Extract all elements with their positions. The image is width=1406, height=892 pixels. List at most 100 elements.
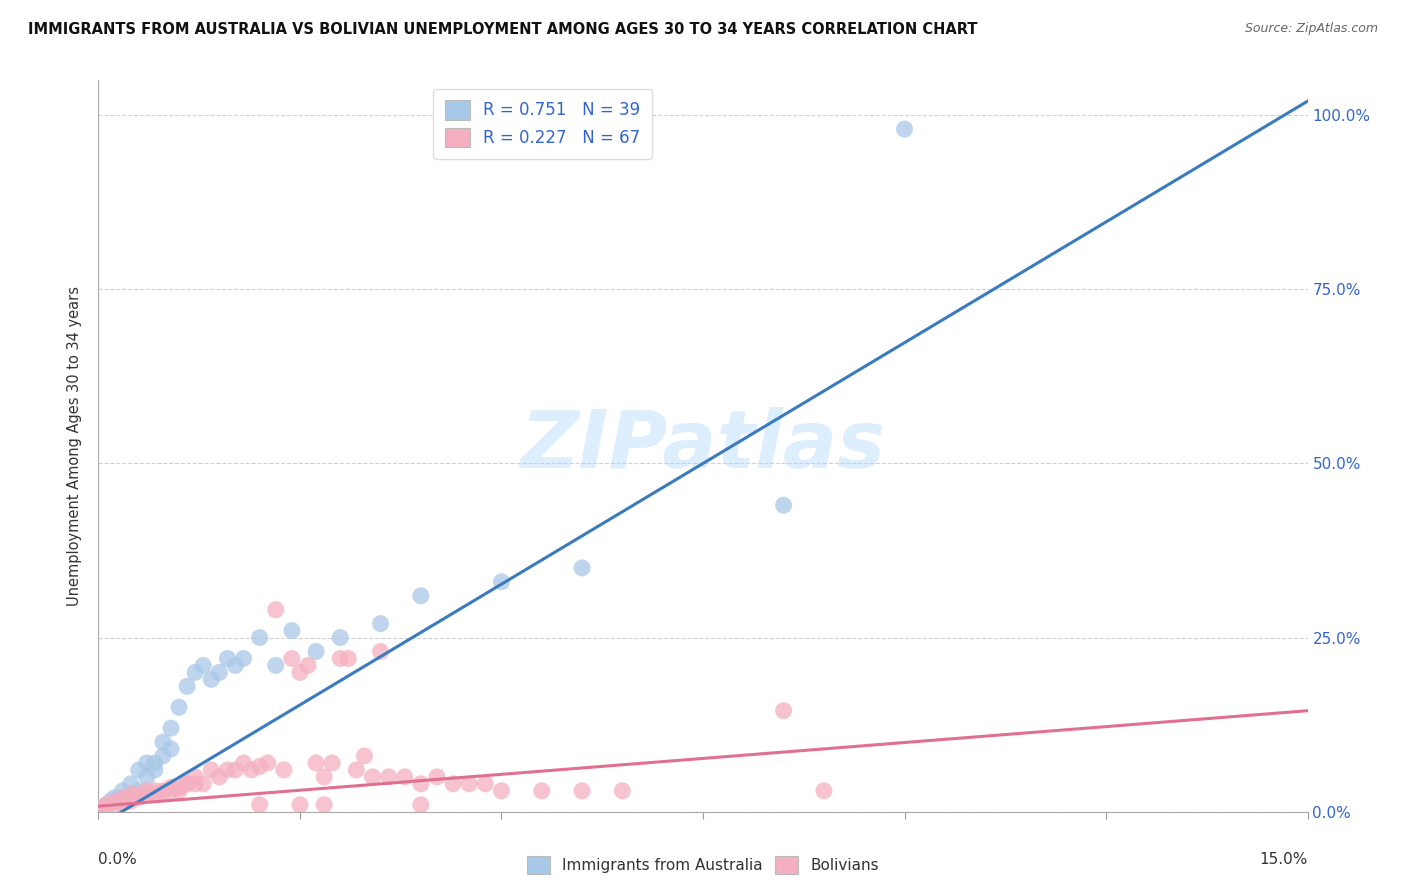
Legend: Immigrants from Australia, Bolivians: Immigrants from Australia, Bolivians <box>522 850 884 880</box>
Point <box>143 756 166 770</box>
Point <box>120 787 142 801</box>
Point <box>128 790 150 805</box>
Point <box>370 644 392 658</box>
Point <box>813 784 835 798</box>
Point <box>96 799 118 814</box>
Point <box>103 790 125 805</box>
Point <box>249 759 271 773</box>
Point <box>160 721 183 735</box>
Point <box>273 763 295 777</box>
Point <box>256 756 278 770</box>
Point <box>329 631 352 645</box>
Point <box>458 777 481 791</box>
Point <box>409 797 432 812</box>
Point <box>103 794 125 808</box>
Point <box>96 797 118 812</box>
Point <box>571 561 593 575</box>
Point <box>103 797 125 812</box>
Point <box>474 777 496 791</box>
Point <box>208 770 231 784</box>
Point <box>152 784 174 798</box>
Point <box>249 631 271 645</box>
Point <box>100 794 122 808</box>
Point <box>193 777 215 791</box>
Point <box>176 777 198 791</box>
Point <box>128 784 150 798</box>
Point <box>264 603 287 617</box>
Point <box>377 770 399 784</box>
Point <box>288 797 311 812</box>
Point <box>281 651 304 665</box>
Point <box>152 749 174 764</box>
Point <box>167 784 190 798</box>
Point <box>232 756 254 770</box>
Point <box>128 763 150 777</box>
Point <box>167 780 190 795</box>
Point <box>772 704 794 718</box>
Point <box>361 770 384 784</box>
Point <box>152 735 174 749</box>
Point <box>249 797 271 812</box>
Point <box>305 644 328 658</box>
Point <box>160 780 183 795</box>
Point <box>91 801 114 815</box>
Point <box>394 770 416 784</box>
Point <box>305 756 328 770</box>
Point <box>240 763 263 777</box>
Point <box>344 763 367 777</box>
Point <box>193 658 215 673</box>
Point <box>135 770 157 784</box>
Point <box>321 756 343 770</box>
Point <box>111 790 134 805</box>
Point <box>232 651 254 665</box>
Point <box>120 794 142 808</box>
Point <box>167 700 190 714</box>
Point <box>337 651 360 665</box>
Point <box>217 651 239 665</box>
Point <box>120 790 142 805</box>
Point <box>160 784 183 798</box>
Point <box>208 665 231 680</box>
Point <box>135 784 157 798</box>
Point <box>288 665 311 680</box>
Point <box>297 658 319 673</box>
Point <box>111 790 134 805</box>
Point <box>491 574 513 589</box>
Point <box>135 756 157 770</box>
Point <box>612 784 634 798</box>
Point <box>409 589 432 603</box>
Point <box>120 787 142 801</box>
Point <box>143 763 166 777</box>
Point <box>135 787 157 801</box>
Point <box>128 787 150 801</box>
Point <box>120 777 142 791</box>
Point <box>143 787 166 801</box>
Point <box>441 777 464 791</box>
Point <box>329 651 352 665</box>
Point <box>176 679 198 693</box>
Point <box>111 784 134 798</box>
Point <box>103 794 125 808</box>
Point <box>264 658 287 673</box>
Text: 15.0%: 15.0% <box>1260 852 1308 867</box>
Point <box>184 777 207 791</box>
Point <box>314 770 336 784</box>
Point <box>224 658 246 673</box>
Point <box>281 624 304 638</box>
Point <box>96 797 118 812</box>
Point <box>491 784 513 798</box>
Text: 0.0%: 0.0% <box>98 852 138 867</box>
Point <box>176 777 198 791</box>
Point <box>200 673 222 687</box>
Point <box>184 770 207 784</box>
Legend: R = 0.751   N = 39, R = 0.227   N = 67: R = 0.751 N = 39, R = 0.227 N = 67 <box>433 88 652 159</box>
Point <box>370 616 392 631</box>
Point <box>200 763 222 777</box>
Point <box>409 777 432 791</box>
Point <box>91 801 114 815</box>
Point <box>160 742 183 756</box>
Point <box>184 665 207 680</box>
Point <box>893 122 915 136</box>
Text: IMMIGRANTS FROM AUSTRALIA VS BOLIVIAN UNEMPLOYMENT AMONG AGES 30 TO 34 YEARS COR: IMMIGRANTS FROM AUSTRALIA VS BOLIVIAN UN… <box>28 22 977 37</box>
Point <box>426 770 449 784</box>
